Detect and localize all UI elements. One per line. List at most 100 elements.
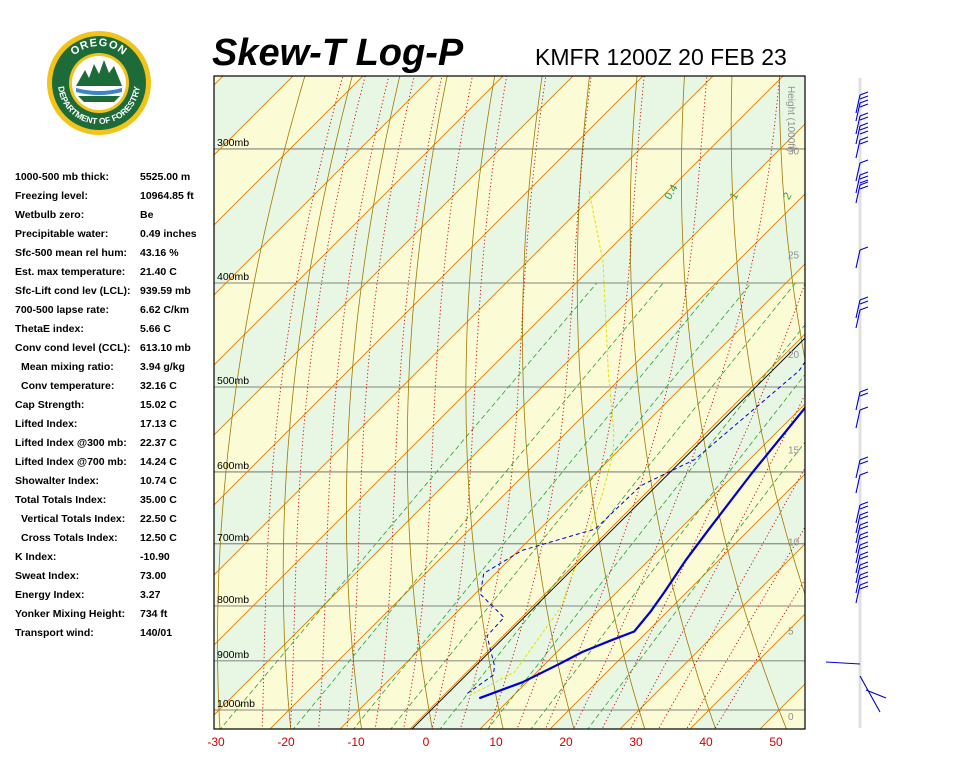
wind-barb-feather xyxy=(859,136,869,141)
index-value: 73.00 xyxy=(140,570,167,582)
parcel-sounding-line xyxy=(468,189,615,697)
index-label: Cross Totals Index: xyxy=(21,532,118,544)
index-label: Mean mixing ratio: xyxy=(21,361,114,373)
index-value: 3.27 xyxy=(140,589,161,601)
wind-barb-feather xyxy=(859,116,869,121)
wind-barb-feather xyxy=(859,471,869,476)
wind-barb xyxy=(855,574,861,594)
reference-line xyxy=(411,337,805,729)
temperature-band xyxy=(214,124,805,729)
index-value: 10964.85 ft xyxy=(140,190,194,202)
index-value: 5.66 C xyxy=(140,323,171,335)
index-label: K Index: xyxy=(15,551,57,563)
index-value: 22.37 C xyxy=(140,437,177,449)
mixing-ratio-line xyxy=(487,324,805,729)
index-row: K Index: -10.90 xyxy=(15,548,215,567)
isotherm-line xyxy=(214,76,434,296)
index-label: Cap Strength: xyxy=(15,399,85,411)
moist-adiabat-line xyxy=(516,76,645,729)
wind-barb-feather xyxy=(859,179,869,184)
pressure-label: 600mb xyxy=(217,460,249,472)
x-tick-label: 30 xyxy=(629,735,643,749)
wind-barb xyxy=(855,309,861,329)
index-row: Sweat Index: 73.00 xyxy=(15,567,215,586)
mixing-ratio-line xyxy=(390,282,752,729)
isotherm-line xyxy=(214,76,504,366)
index-label: Sweat Index: xyxy=(15,570,80,582)
wind-barb-feather xyxy=(859,159,869,164)
wind-barb-feather xyxy=(859,541,869,546)
index-value: 10.74 C xyxy=(140,475,177,487)
wind-barb-feather xyxy=(859,571,869,576)
index-row: Transport wind: 140/01 xyxy=(15,624,215,643)
index-row: Vertical Totals Index: 22.50 C xyxy=(15,510,215,529)
temperature-band xyxy=(822,0,960,737)
x-tick-label: 10 xyxy=(489,735,503,749)
wind-barb-feather xyxy=(859,95,869,100)
index-value: 734 ft xyxy=(140,608,168,620)
index-row: Sfc-Lift cond lev (LCL): 939.59 mb xyxy=(15,282,215,301)
wind-barb-feather xyxy=(859,561,869,566)
wind-barb xyxy=(855,409,861,429)
index-label: Transport wind: xyxy=(15,627,94,639)
index-value: 14.24 C xyxy=(140,456,177,468)
index-value: Be xyxy=(140,209,154,221)
wind-barb-feather xyxy=(859,555,869,560)
isotherm-line xyxy=(214,123,805,716)
isotherm-line xyxy=(339,263,805,729)
dry-adiabat-line xyxy=(576,76,646,729)
moist-adiabat-line xyxy=(459,76,547,729)
mixing-ratio-line xyxy=(587,441,805,729)
wind-barb-feather xyxy=(859,565,869,570)
wind-barb xyxy=(855,162,861,182)
wind-barb xyxy=(855,102,861,122)
x-tick-label: 0 xyxy=(423,735,430,749)
index-value: 43.16 % xyxy=(140,247,179,259)
index-label: Lifted Index @700 mb: xyxy=(15,456,127,468)
index-row: Cap Strength: 15.02 C xyxy=(15,396,215,415)
wind-barbs xyxy=(825,78,887,728)
index-label: Yonker Mixing Height: xyxy=(15,608,126,620)
index-row: Precipitable water: 0.49 inches xyxy=(15,225,215,244)
height-tick-label: 0 xyxy=(788,712,794,723)
wind-barb-feather xyxy=(859,575,869,580)
wind-barb xyxy=(855,94,861,114)
wind-barb-feather xyxy=(859,551,869,556)
x-tick-label: 40 xyxy=(699,735,713,749)
isotherm-line xyxy=(214,76,644,506)
moist-adiabat-line xyxy=(573,76,781,729)
index-row: Wetbulb zero: Be xyxy=(15,206,215,225)
wind-barb-feather xyxy=(859,392,869,397)
x-tick-label: 50 xyxy=(769,735,783,749)
wind-barb xyxy=(855,249,861,269)
moist-adiabat-line xyxy=(374,76,443,729)
index-value: 15.02 C xyxy=(140,399,177,411)
dry-adiabat-line xyxy=(826,0,960,737)
index-label: Sfc-Lift cond lev (LCL): xyxy=(15,285,131,297)
moist-adiabat-line xyxy=(261,76,344,729)
index-label: Wetbulb zero: xyxy=(15,209,85,221)
index-value: 5525.00 m xyxy=(140,171,191,183)
dry-adiabat-line xyxy=(522,76,575,729)
dry-adiabat-line xyxy=(872,0,960,737)
wind-barb-feather xyxy=(859,103,869,108)
plot-area: 0.41235805101520253035404550 xyxy=(214,0,960,737)
index-value: 140/01 xyxy=(140,627,173,639)
station-time-label: KMFR 1200Z 20 FEB 23 xyxy=(535,44,787,70)
pressure-label: 400mb xyxy=(217,271,249,283)
index-value: 35.00 C xyxy=(140,494,177,506)
index-label: Est. max temperature: xyxy=(15,266,126,278)
index-value: 21.40 C xyxy=(140,266,177,278)
wind-barb-feather xyxy=(859,91,869,96)
mixing-ratio-line xyxy=(439,282,796,729)
wind-barb xyxy=(855,564,861,584)
index-value: -10.90 xyxy=(140,551,170,563)
wind-barb xyxy=(855,299,861,319)
index-label: Conv cond level (CCL): xyxy=(15,342,131,354)
mixing-ratio-line xyxy=(353,282,718,729)
moist-adiabat-line xyxy=(629,393,805,729)
x-tick-label: -20 xyxy=(277,735,295,749)
dry-adiabat-line xyxy=(465,76,504,729)
mixing-ratio-line xyxy=(292,282,664,729)
